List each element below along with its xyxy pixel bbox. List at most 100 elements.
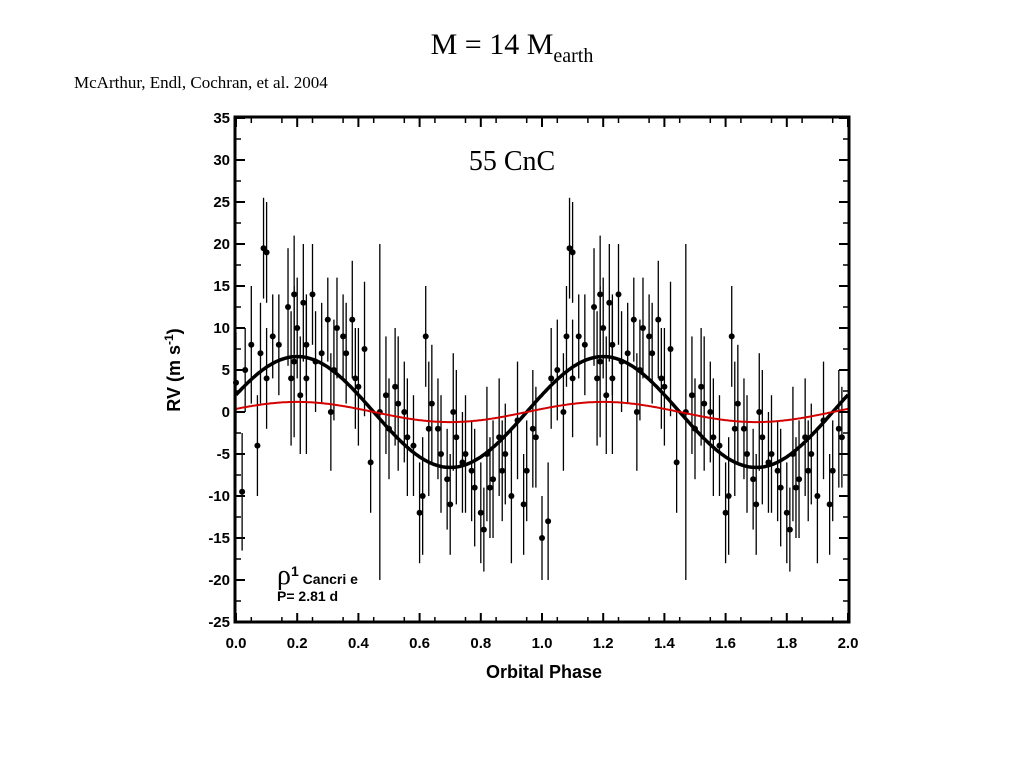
data-point: [444, 476, 451, 483]
data-point: [609, 375, 616, 382]
data-point: [367, 459, 374, 466]
data-point: [324, 316, 331, 323]
data-point: [591, 304, 598, 310]
data-point: [606, 299, 613, 306]
data-point: [539, 535, 545, 541]
data-point: [275, 341, 282, 348]
y-tick-label: 15: [213, 278, 230, 295]
x-tick-label: 1.8: [776, 635, 797, 652]
data-point: [410, 442, 417, 449]
data-point: [462, 451, 469, 457]
data-point: [639, 325, 646, 331]
data-point: [786, 526, 793, 533]
data-point: [566, 245, 573, 252]
data-point: [814, 493, 821, 499]
data-point: [594, 375, 601, 382]
data-point: [661, 383, 668, 390]
data-point: [254, 442, 261, 449]
data-point: [633, 409, 640, 415]
data-point: [477, 509, 484, 516]
fit-curve: [235, 400, 849, 424]
data-point: [688, 392, 695, 399]
annotation-symbol: ρ: [277, 560, 291, 591]
data-point: [600, 325, 607, 331]
data-point: [416, 509, 423, 516]
y-tick-label: 25: [213, 194, 230, 211]
y-tick-label: -25: [208, 614, 230, 631]
annotation-symbol-sup: 1: [291, 563, 299, 579]
x-tick-label: 0.8: [470, 635, 491, 652]
chart-marks: [233, 197, 850, 580]
data-point: [829, 467, 836, 474]
slide-title: M = 14 Mearth: [0, 28, 1024, 68]
data-point: [300, 299, 307, 306]
x-axis-title: Orbital Phase: [486, 662, 602, 682]
data-point: [630, 316, 637, 323]
data-point: [239, 488, 246, 495]
data-point: [401, 409, 408, 415]
x-tick-label: 0.0: [226, 635, 247, 652]
data-point: [725, 493, 732, 499]
data-point: [361, 346, 368, 352]
data-point: [759, 434, 766, 441]
data-point: [242, 367, 249, 373]
y-tick-label: 30: [213, 152, 230, 169]
data-point: [438, 451, 445, 457]
y-axis-title-main: RV (m s: [164, 345, 184, 412]
data-point: [756, 409, 763, 415]
data-point: [520, 501, 527, 508]
data-point: [792, 484, 799, 491]
data-point: [355, 383, 362, 390]
data-point: [753, 501, 760, 508]
data-point: [563, 333, 570, 340]
data-point: [288, 375, 295, 382]
data-point: [434, 425, 441, 432]
data-point: [453, 434, 460, 441]
data-point: [728, 333, 735, 340]
slide-title-main: M = 14 M: [430, 28, 554, 61]
data-point: [838, 434, 845, 441]
data-point: [294, 325, 301, 331]
data-point: [480, 526, 487, 533]
data-point: [744, 451, 751, 457]
y-tick-label: 10: [213, 320, 230, 337]
x-tick-label: 0.2: [287, 635, 308, 652]
data-point: [597, 358, 604, 365]
data-point: [658, 375, 665, 382]
data-point: [545, 518, 552, 525]
y-tick-label: -20: [208, 572, 230, 589]
data-point: [382, 392, 389, 399]
data-point: [548, 375, 555, 382]
data-point: [532, 434, 539, 441]
data-point: [768, 451, 775, 457]
data-point: [734, 400, 741, 407]
data-point: [523, 467, 530, 474]
data-point: [698, 383, 705, 390]
data-point: [808, 451, 815, 457]
data-point: [529, 425, 536, 432]
y-tick-label: -5: [217, 446, 230, 463]
data-point: [468, 467, 475, 474]
data-point: [673, 459, 680, 466]
data-point: [731, 425, 738, 432]
data-point: [349, 316, 356, 323]
data-point: [774, 467, 781, 474]
planet-annotation: ρ1 Cancri e: [277, 560, 358, 591]
y-tick-label: 0: [222, 404, 230, 421]
data-point: [257, 350, 264, 357]
data-point: [260, 245, 267, 252]
data-point: [750, 476, 757, 483]
data-point: [263, 375, 270, 382]
data-point: [318, 350, 325, 357]
citation: McArthur, Endl, Cochran, et al. 2004: [74, 73, 328, 92]
data-point: [655, 316, 662, 323]
data-point: [569, 375, 576, 382]
data-point: [603, 392, 610, 399]
y-axis-title-close: ): [164, 328, 184, 334]
data-point: [343, 350, 350, 357]
data-point: [575, 333, 582, 340]
data-point: [285, 304, 292, 310]
data-point: [471, 484, 478, 491]
x-tick-label: 1.6: [715, 635, 736, 652]
